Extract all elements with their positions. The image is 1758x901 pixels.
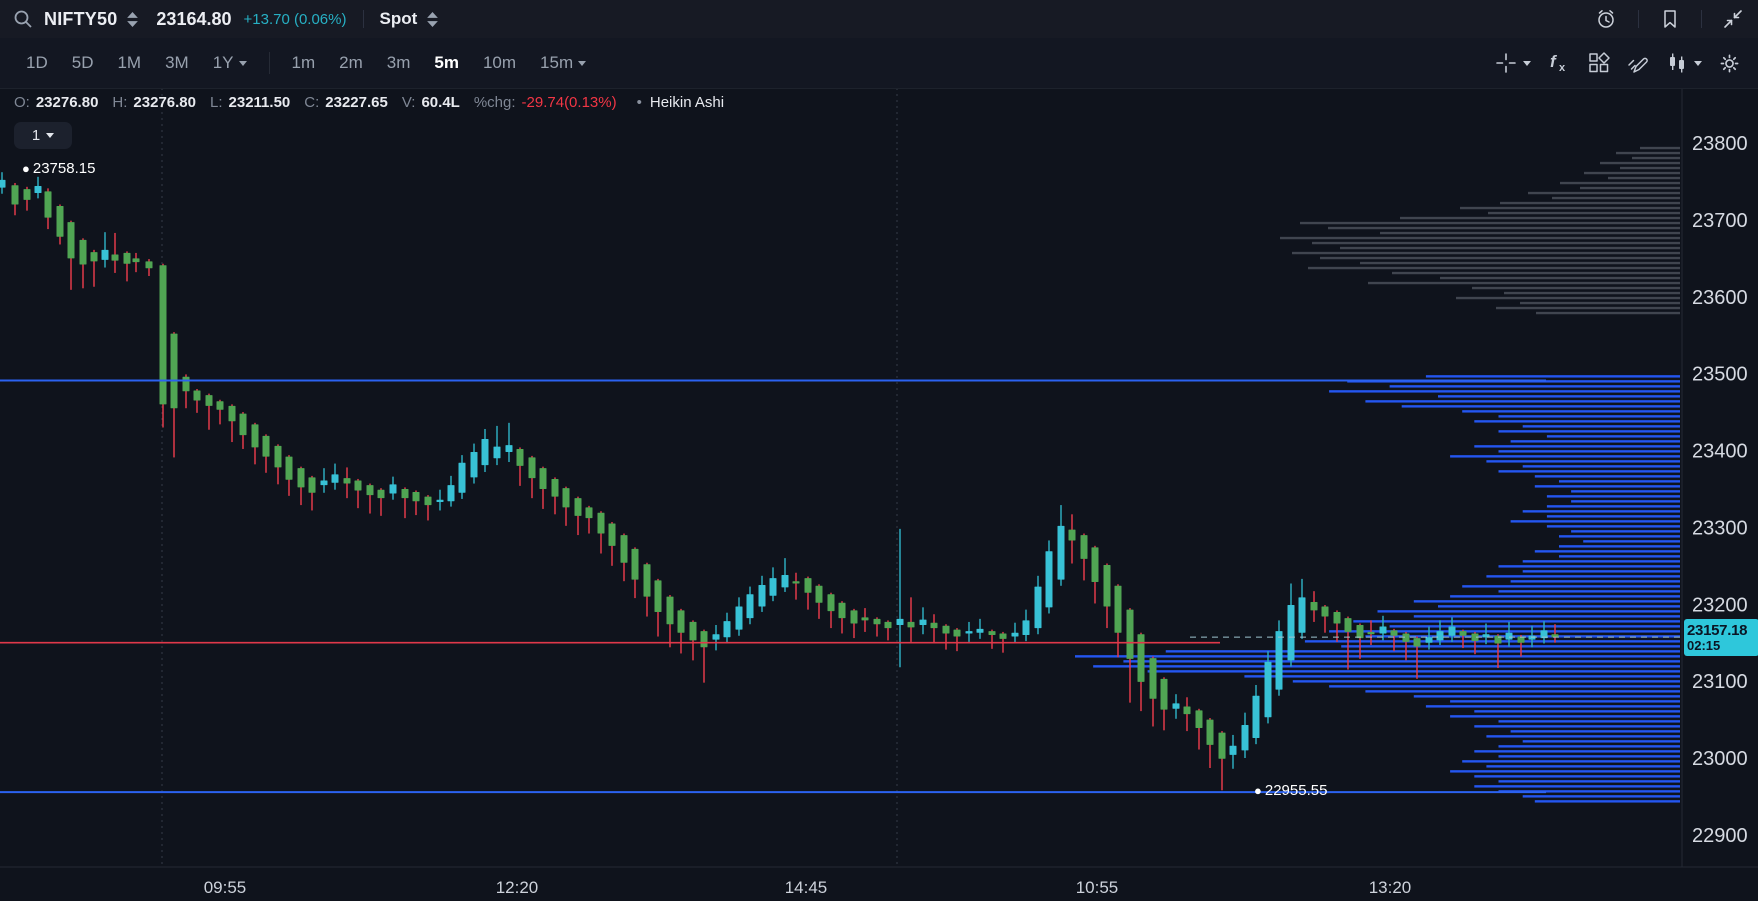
low-label: L: [210,94,223,111]
price-tick-label: 23800 [1692,133,1748,155]
settings-gear-icon[interactable] [1717,51,1742,76]
price-tick-label: 23300 [1692,517,1748,539]
open-label: O: [14,94,30,111]
time-tick-label: 10:55 [1076,878,1119,897]
chg-value: -29.74(0.13%) [521,94,617,111]
marker-dot: ● [1254,783,1262,798]
interval-2m[interactable]: 2m [339,53,363,72]
price-tick-label: 23400 [1692,441,1748,463]
price-tick-label: 23100 [1692,671,1748,693]
chart-type-icon[interactable] [1665,51,1702,75]
symbol-switch-icon[interactable] [127,11,139,27]
current-price-tag: 23157.18 02:15 [1684,619,1758,656]
high-label: H: [112,94,128,111]
time-tick-label: 13:20 [1369,878,1412,897]
indicators-fx-icon[interactable]: f x [1546,51,1572,75]
interval-10m[interactable]: 10m [482,53,517,72]
high-price-marker: ● 23758.15 [22,160,95,177]
price-change: +13.70 (0.06%) [243,10,347,28]
candle-countdown: 02:15 [1687,637,1721,653]
time-tick-label: 12:20 [496,878,539,897]
interval-15m-dropdown[interactable]: 15m [530,48,596,78]
chevron-down-icon [238,60,247,66]
time-tick-label: 14:45 [785,878,828,897]
price-tick-label: 23200 [1692,594,1748,616]
price-tick-label: 23000 [1692,748,1748,770]
chevron-down-icon [1523,60,1531,66]
market-switch-icon[interactable] [427,11,439,27]
search-icon[interactable] [12,8,34,30]
header-divider [1701,10,1702,28]
high-price-marker-value: 23758.15 [32,160,96,177]
header-bar: NIFTY50 23164.80 +13.70 (0.06%) Spot [0,0,1758,39]
draw-tool-icon[interactable] [1626,51,1650,75]
chart-toolbar: 1D 5D 1M 3M 1Y 1m 2m 3m 5m 10m 15m f x [0,38,1758,89]
chevron-down-icon [1694,60,1702,66]
price-tick-label: 22900 [1692,825,1748,847]
chevron-down-icon [578,60,587,66]
header-divider [362,10,364,28]
time-axis[interactable]: 09:55 12:20 14:45 10:55 13:20 [0,866,1758,897]
current-price-value: 23157.18 [1687,621,1748,639]
price-tick-label: 23700 [1692,210,1748,232]
alerts-icon[interactable] [1594,7,1618,31]
crosshair-tool[interactable] [1494,51,1531,75]
open-value: 23276.80 [35,94,99,111]
layout-templates-icon[interactable] [1587,51,1611,75]
range-1d[interactable]: 1D [26,53,48,72]
svg-text:x: x [1559,62,1566,74]
bullet: • [636,94,642,111]
range-3m[interactable]: 3M [165,53,189,72]
price-tick-label: 23600 [1692,287,1748,309]
high-value: 23276.80 [133,94,196,111]
volume-profile-upper [1280,146,1680,315]
session-dividers [161,88,898,867]
symbol-name[interactable]: NIFTY50 [44,8,118,29]
marker-dot: ● [22,161,30,176]
volume-profile-lower [1075,375,1680,803]
range-5d[interactable]: 5D [71,53,94,72]
chevron-down-icon [46,133,55,138]
candle-multiplier-value: 1 [31,127,41,144]
volume-value: 60.4L [421,94,460,111]
low-price-marker: ● 22955.55 [1254,782,1327,799]
bookmark-icon[interactable] [1659,8,1681,30]
close-label: C: [304,94,320,111]
interval-1m[interactable]: 1m [291,53,316,72]
chg-label: %chg: [473,94,516,111]
ohlc-status-row: O: 23276.80 H: 23276.80 L: 23211.50 C: 23227… [14,94,724,111]
collapse-icon[interactable] [1722,8,1744,30]
chart-tools-group: f x [1494,51,1758,76]
low-value: 23211.50 [228,94,291,111]
close-value: 23227.65 [325,94,388,111]
price-tick-label: 23500 [1692,364,1748,386]
svg-text:f: f [1550,52,1558,71]
toolbar-separator [268,52,270,74]
interval-5m[interactable]: 5m [434,53,459,72]
series-type-label: Heikin Ashi [649,94,725,111]
header-divider [1638,10,1639,28]
low-price-marker-value: 22955.55 [1264,782,1328,799]
price-axis[interactable]: 23800 23700 23600 23500 23400 23300 23200 23100… [1681,88,1748,867]
range-1y-dropdown[interactable]: 1Y [203,48,257,78]
volume-label: V: [401,94,416,111]
candle-multiplier-dropdown[interactable]: 1 [14,122,72,149]
range-1m[interactable]: 1M [117,53,142,72]
last-price: 23164.80 [156,8,232,29]
time-tick-label: 09:55 [204,878,247,897]
interval-3m[interactable]: 3m [386,53,411,72]
timeframe-group: 1D 5D 1M 3M 1Y 1m 2m 3m 5m 10m 15m [0,48,596,78]
market-type[interactable]: Spot [379,9,418,28]
candles-layer [0,172,1559,791]
